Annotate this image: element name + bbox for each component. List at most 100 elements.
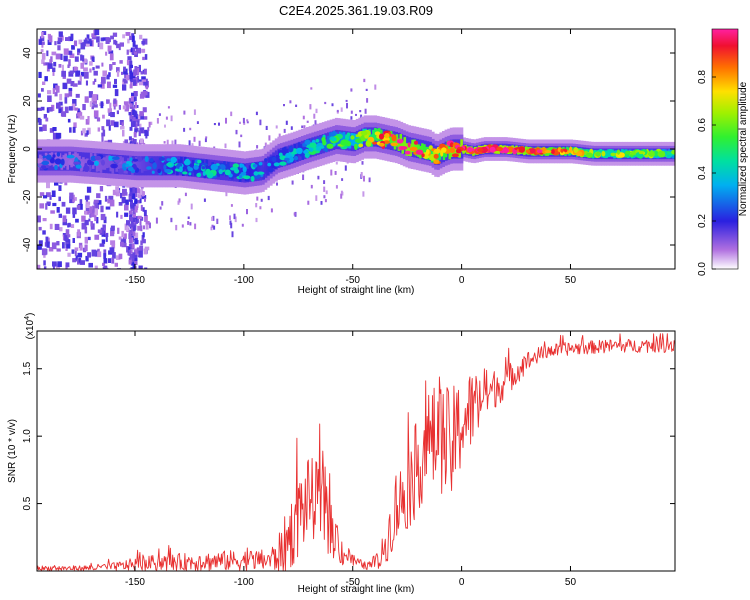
spectrogram-noise-cell	[132, 231, 136, 236]
spectrogram-noise-cell	[113, 121, 119, 128]
spectrogram-y-tick-label: -40	[22, 237, 33, 252]
spectrogram-noise-cell	[57, 261, 62, 267]
spectrogram-peak-cell	[279, 161, 287, 166]
spectrogram-noise-cell	[52, 132, 57, 140]
spectrogram-noise-cell	[106, 119, 111, 127]
spectrogram-peak-cell	[182, 171, 188, 175]
spectrogram-noise-cell	[58, 64, 62, 68]
spectrogram-noise-cell	[134, 191, 138, 198]
spectrogram-noise-cell	[96, 36, 100, 43]
spectrogram-noise-cell	[69, 127, 72, 133]
spectrogram-noise-cell	[137, 121, 140, 127]
spectrogram-noise-cell	[120, 241, 124, 247]
spectrogram-noise-cell	[187, 221, 190, 225]
spectrogram-noise-cell	[85, 255, 89, 262]
spectrogram-noise-cell	[142, 232, 145, 238]
spectrogram-noise-cell	[116, 67, 120, 73]
spectrogram-noise-cell	[134, 102, 137, 109]
spectrogram-ridge-cell	[389, 131, 393, 144]
spectrogram-noise-cell	[97, 251, 102, 258]
spectrogram-noise-cell	[141, 41, 145, 45]
spectrogram-peak-cell	[318, 145, 325, 149]
spectrogram-noise-cell	[45, 117, 49, 122]
spectrogram-peak-cell	[569, 146, 573, 153]
spectrogram-noise-cell	[113, 39, 117, 45]
spectrogram-noise-cell	[41, 53, 46, 60]
spectrogram-ridge-cell	[340, 132, 344, 146]
spectrogram-noise-cell	[48, 63, 53, 69]
spectrogram-noise-cell	[270, 208, 273, 213]
spectrogram-noise-cell	[165, 116, 168, 120]
spectrogram-peak-cell	[433, 153, 439, 159]
spectrogram-ridge-cell	[260, 163, 263, 176]
spectrogram-noise-cell	[92, 67, 95, 71]
spectrogram-peak-cell	[340, 139, 349, 146]
spectrogram-peak-cell	[112, 164, 116, 169]
spectrogram-noise-cell	[96, 117, 101, 122]
spectrogram-noise-cell	[72, 194, 75, 201]
spectrogram-peak-cell	[187, 166, 191, 170]
spectrogram-noise-cell	[84, 244, 88, 252]
spectrogram-noise-cell	[80, 62, 84, 69]
spectrogram-noise-cell	[94, 29, 100, 36]
spectrogram-noise-cell	[132, 120, 136, 127]
spectrogram-noise-cell	[315, 108, 318, 114]
spectrogram-noise-cell	[189, 127, 192, 131]
spectrogram-peak-cell	[374, 131, 381, 136]
spectrogram-ridge-cell	[125, 161, 128, 174]
spectrogram-noise-cell	[133, 69, 137, 77]
spectrogram-noise-cell	[102, 129, 106, 137]
spectrogram-noise-cell	[54, 92, 58, 97]
spectrogram-ridge-cell	[244, 168, 248, 182]
spectrogram-x-tick-label: -150	[125, 275, 145, 286]
spectrogram-noise-cell	[340, 193, 343, 199]
spectrogram-noise-cell	[108, 125, 111, 131]
spectrogram-ridge-cell	[591, 150, 595, 159]
spectrogram-ridge-cell	[460, 139, 463, 152]
spectrogram-noise-cell	[122, 130, 125, 137]
spectrogram-noise-cell	[218, 122, 220, 126]
spectrogram-noise-cell	[149, 222, 151, 229]
spectrogram-noise-cell	[66, 78, 72, 84]
spectrogram-noise-cell	[139, 111, 144, 117]
snr-multiplier-close: )	[25, 313, 36, 316]
spectrogram-noise-cell	[132, 202, 136, 208]
spectrogram-noise-cell	[73, 197, 77, 201]
spectrogram-peak-cell	[112, 156, 120, 160]
spectrogram-noise-cell	[75, 218, 79, 223]
spectrogram-noise-cell	[113, 106, 116, 110]
spectrogram-peak-cell	[54, 158, 62, 165]
spectrogram-noise-cell	[124, 139, 129, 144]
spectrogram-noise-cell	[129, 187, 134, 194]
spectrogram-peak-cell	[253, 171, 259, 176]
spectrogram-noise-cell	[124, 233, 127, 239]
spectrogram-noise-cell	[106, 99, 110, 104]
spectrogram-noise-cell	[132, 190, 136, 194]
spectrogram-peak-cell	[164, 168, 172, 173]
spectrogram-noise-cell	[48, 35, 53, 43]
spectrogram-noise-cell	[127, 56, 132, 61]
spectrogram-noise-cell	[73, 66, 77, 71]
spectrogram-peak-cell	[129, 157, 133, 162]
spectrogram-noise-cell	[43, 195, 48, 199]
spectrogram-noise-cell	[323, 195, 326, 199]
spectrogram-noise-cell	[74, 56, 79, 62]
spectrogram-peak-cell	[37, 158, 43, 164]
spectrogram-noise-cell	[137, 199, 140, 203]
spectrogram-noise-cell	[198, 140, 201, 147]
spectrogram-ridge-cell	[609, 149, 612, 157]
spectrogram-y-tick-label: 0	[22, 146, 33, 152]
spectrogram-cells	[37, 29, 675, 269]
spectrogram-noise-cell	[64, 97, 68, 104]
spectrogram-noise-cell	[138, 130, 141, 137]
spectrogram-peak-cell	[433, 159, 440, 164]
spectrogram-noise-cell	[89, 101, 93, 107]
spectrogram-noise-cell	[39, 192, 45, 197]
spectrogram-noise-cell	[346, 102, 348, 109]
spectrogram-noise-cell	[64, 106, 69, 114]
spectrogram-noise-cell	[133, 232, 139, 239]
spectrogram-noise-cell	[346, 161, 349, 164]
spectrogram-noise-cell	[143, 248, 148, 255]
spectrogram-noise-cell	[230, 222, 233, 229]
spectrogram-noise-cell	[134, 255, 138, 259]
